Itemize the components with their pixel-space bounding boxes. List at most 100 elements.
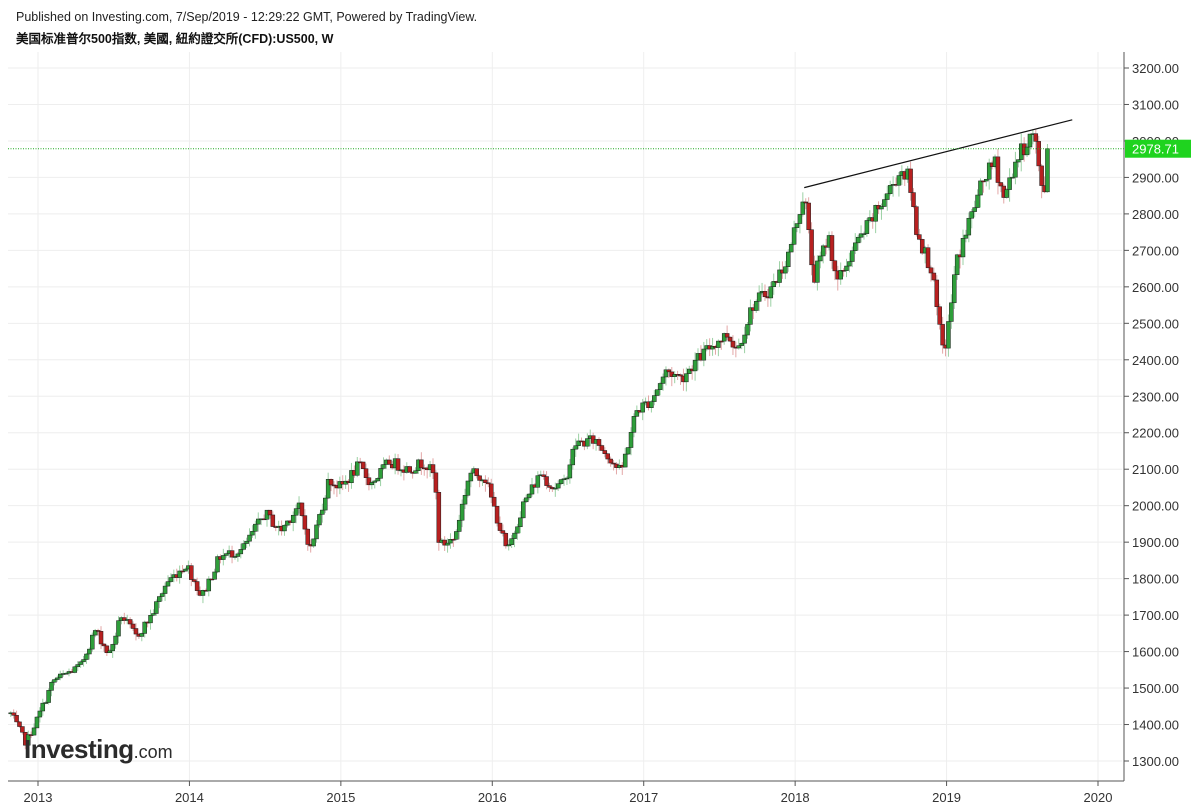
candle-body xyxy=(553,487,558,490)
candle-body xyxy=(654,389,660,396)
candle-body xyxy=(500,530,506,534)
candle-body xyxy=(634,410,640,417)
candle-body xyxy=(800,201,806,215)
candle-body xyxy=(46,690,51,703)
candle-body xyxy=(14,715,19,723)
candle-body xyxy=(17,721,22,727)
candle-body xyxy=(608,458,613,464)
candle-body xyxy=(995,156,1001,183)
candle-body xyxy=(63,672,69,675)
y-tick-label: 2100.00 xyxy=(1132,462,1179,477)
y-tick-label: 1800.00 xyxy=(1132,572,1179,587)
x-tick-label: 2020 xyxy=(1084,790,1113,805)
candle-body xyxy=(852,242,858,251)
candle-body xyxy=(459,503,465,521)
candle-body xyxy=(320,509,325,515)
candle-body xyxy=(535,475,541,488)
candle-body xyxy=(829,235,835,261)
candle-body xyxy=(20,726,25,733)
candle-body xyxy=(168,577,174,582)
candle-body xyxy=(882,199,887,207)
candle-body xyxy=(436,492,442,543)
candle-body xyxy=(611,462,616,465)
candle-body xyxy=(984,178,989,182)
candle-body xyxy=(599,445,605,451)
candle-body xyxy=(794,223,800,228)
candle-body xyxy=(104,645,110,654)
candle-body xyxy=(861,233,867,235)
candle-body xyxy=(302,515,308,530)
candle-body xyxy=(107,650,113,654)
y-tick-label: 2500.00 xyxy=(1132,316,1179,331)
candle-body xyxy=(663,369,669,378)
candle-body xyxy=(395,458,401,471)
candle-body xyxy=(503,533,509,547)
candle-body xyxy=(282,524,287,532)
candle-body xyxy=(430,464,436,474)
candle-body xyxy=(730,340,736,348)
y-tick-label: 1300.00 xyxy=(1132,754,1179,769)
y-tick-label: 2400.00 xyxy=(1132,353,1179,368)
candle-body xyxy=(952,274,957,304)
candle-body xyxy=(954,254,960,275)
y-tick-label: 2000.00 xyxy=(1132,499,1179,514)
candle-body xyxy=(622,453,628,468)
candle-body xyxy=(567,464,573,479)
candle-body xyxy=(896,175,902,186)
candle-body xyxy=(850,250,855,262)
candle-body xyxy=(512,532,517,539)
x-tick-label: 2015 xyxy=(326,790,355,805)
y-tick-label: 2200.00 xyxy=(1132,426,1179,441)
candle-body xyxy=(159,593,165,597)
candle-body xyxy=(914,206,919,235)
x-tick-label: 2014 xyxy=(175,790,204,805)
candle-body xyxy=(270,514,276,527)
candle-body xyxy=(523,497,529,503)
candle-body xyxy=(314,524,319,540)
candle-body xyxy=(442,539,447,546)
y-tick-label: 2300.00 xyxy=(1132,389,1179,404)
y-tick-label: 1500.00 xyxy=(1132,681,1179,696)
candle-body xyxy=(724,333,730,338)
candle-body xyxy=(762,291,768,298)
candle-body xyxy=(215,556,220,573)
candle-body xyxy=(847,261,852,267)
candle-body xyxy=(809,229,814,266)
candle-body xyxy=(84,653,89,660)
candle-body xyxy=(745,324,750,336)
candle-body xyxy=(975,194,980,208)
candle-body xyxy=(972,207,977,212)
candle-body xyxy=(753,301,759,311)
candle-body xyxy=(189,565,194,580)
candle-body xyxy=(509,538,514,545)
candle-body xyxy=(142,621,147,634)
candle-body xyxy=(605,453,610,460)
candle-body xyxy=(701,348,707,361)
candle-body xyxy=(235,553,241,557)
candle-body xyxy=(494,505,500,524)
candle-body xyxy=(116,620,121,637)
candle-body xyxy=(797,214,803,224)
candle-body xyxy=(445,542,450,546)
candle-body xyxy=(768,286,774,299)
candle-body xyxy=(78,661,83,665)
candle-body xyxy=(451,539,456,541)
candle-body xyxy=(838,270,843,280)
candle-body xyxy=(666,369,672,373)
candle-body xyxy=(649,401,654,408)
instrument-title: 美国标准普尔500指数, 美國, 紐約證交所(CFD):US500, W xyxy=(16,32,334,46)
x-tick-label: 2019 xyxy=(932,790,961,805)
candle-body xyxy=(253,523,258,532)
candle-body xyxy=(978,180,983,196)
candle-body xyxy=(657,383,663,390)
x-tick-label: 2013 xyxy=(24,790,53,805)
candle-body xyxy=(462,495,468,505)
x-tick-label: 2018 xyxy=(781,790,810,805)
candle-body xyxy=(375,478,380,482)
candle-body xyxy=(267,509,273,516)
y-tick-label: 3100.00 xyxy=(1132,97,1179,112)
candle-body xyxy=(256,518,261,525)
candle-body xyxy=(238,549,244,555)
candle-body xyxy=(820,245,826,257)
